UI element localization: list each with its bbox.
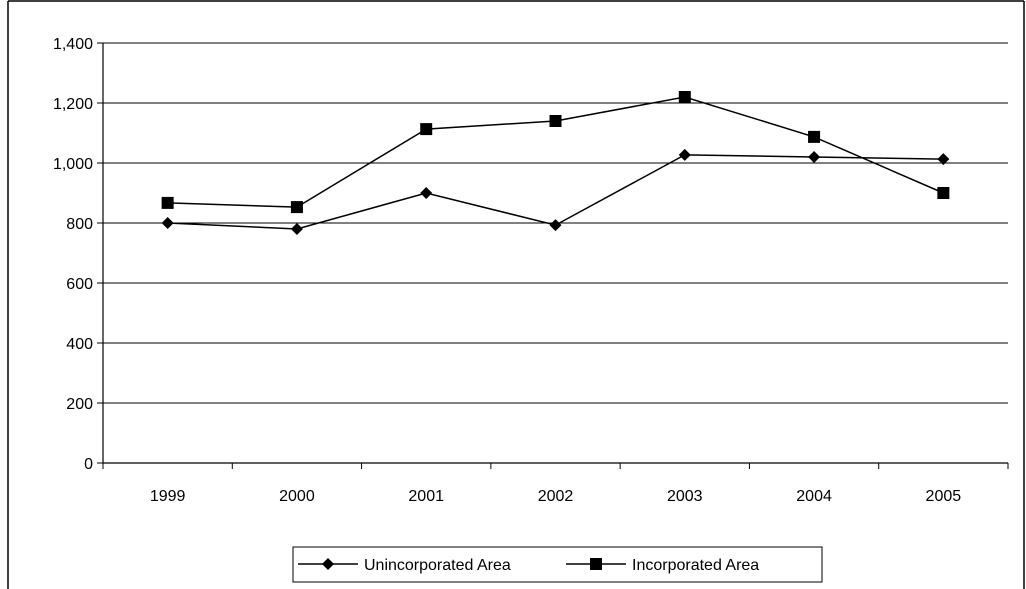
data-point-diamond — [549, 219, 562, 232]
y-tick-label: 800 — [66, 216, 93, 233]
legend-label-incorporated: Incorporated Area — [632, 557, 759, 574]
x-tick-label: 2005 — [926, 488, 962, 505]
data-point-square — [678, 91, 691, 103]
data-point-square — [161, 196, 174, 209]
legend-box — [292, 546, 823, 583]
y-tick-label: 200 — [66, 396, 93, 413]
legend: Unincorporated Area Incorporated Area — [292, 546, 823, 583]
series-line — [167, 96, 944, 208]
legend-marker-diamond — [322, 558, 334, 570]
data-point-square — [937, 187, 950, 199]
y-tick-label: 600 — [66, 276, 93, 293]
data-point-square — [808, 130, 821, 143]
data-point-diamond — [937, 153, 950, 166]
data-point-diamond — [808, 151, 821, 163]
series-layer — [161, 91, 950, 235]
data-point-diamond — [420, 187, 433, 199]
gridlines — [103, 42, 1008, 404]
series-incorporated — [161, 91, 950, 214]
data-point-diamond — [678, 148, 691, 161]
data-point-square — [290, 201, 303, 214]
legend-label-unincorporated: Unincorporated Area — [364, 557, 511, 574]
data-point-square — [420, 123, 433, 136]
y-tick-labels: 0 200 400 600 800 1,000 1,200 1,400 — [53, 36, 93, 473]
data-point-diamond — [161, 217, 174, 229]
axes — [97, 42, 1009, 469]
y-tick-label: 1,400 — [53, 36, 93, 53]
y-tick-label: 400 — [66, 336, 93, 353]
y-tick-label: 1,200 — [53, 96, 93, 113]
data-point-diamond — [290, 223, 303, 235]
x-tick-label: 2000 — [279, 488, 315, 505]
data-point-square — [549, 115, 562, 127]
x-tick-labels: 1999 2000 2001 2002 2003 2004 2005 — [150, 488, 961, 505]
series-line — [167, 154, 944, 230]
x-tick-label: 2004 — [796, 488, 832, 505]
x-tick-label: 2003 — [667, 488, 703, 505]
y-tick-label: 1,000 — [53, 156, 93, 173]
x-tick-label: 1999 — [150, 488, 186, 505]
y-tick-label: 0 — [84, 456, 93, 473]
legend-marker-square — [590, 558, 602, 570]
x-tick-label: 2001 — [408, 488, 444, 505]
series-unincorporated — [161, 148, 950, 235]
x-tick-label: 2002 — [538, 488, 574, 505]
